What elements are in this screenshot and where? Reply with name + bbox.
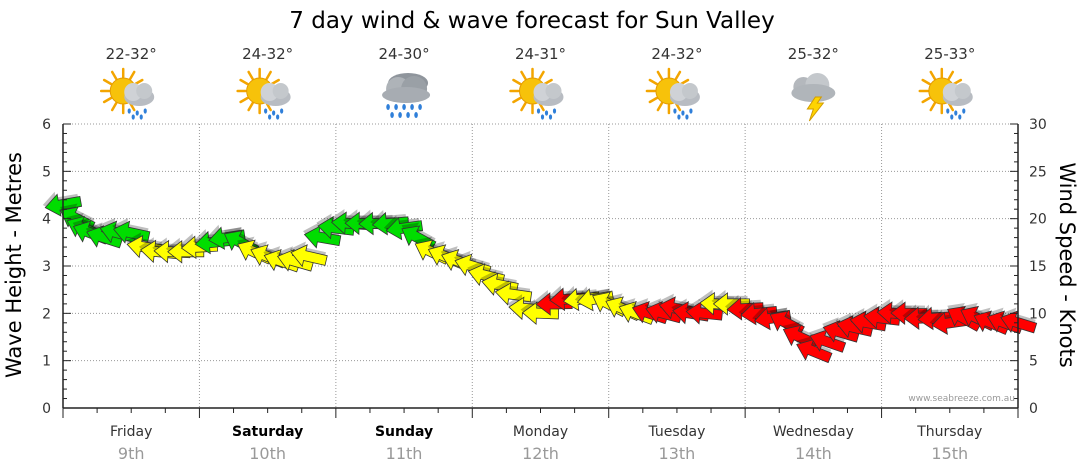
temperature-range-label: 24-32° xyxy=(242,45,293,63)
wind-arrow xyxy=(738,300,778,326)
day-name-label: Thursday xyxy=(916,424,982,440)
wind-arrow xyxy=(915,304,955,331)
temperature-range-label: 25-32° xyxy=(788,45,839,63)
y-axis-left-label: Wave Height - Metres xyxy=(2,152,26,378)
y-axis-right-label: Wind Speed - Knots xyxy=(1055,162,1079,367)
wind-arrow xyxy=(303,222,342,249)
y-right-tick-label: 25 xyxy=(1029,164,1047,180)
temperature-range-label: 25-33° xyxy=(924,45,975,63)
temperature-range-label: 24-31° xyxy=(515,45,566,63)
day-name-label: Tuesday xyxy=(647,424,705,440)
sun-cloud-showers-icon xyxy=(99,67,155,120)
wind-arrow xyxy=(289,241,328,268)
day-date-label: 14th xyxy=(795,444,832,463)
day-name-label: Monday xyxy=(513,424,568,440)
rain-cloud-icon xyxy=(382,73,431,118)
y-right-tick-label: 15 xyxy=(1029,259,1047,275)
y-left-tick-label: 3 xyxy=(42,259,51,275)
day-date-label: 15th xyxy=(931,444,968,463)
y-left-tick-label: 1 xyxy=(42,354,51,370)
y-right-tick-label: 20 xyxy=(1029,212,1047,228)
sun-cloud-showers-icon xyxy=(918,67,973,120)
day-date-label: 11th xyxy=(386,444,423,463)
temperature-range-label: 22-32° xyxy=(106,45,157,63)
day-name-label: Friday xyxy=(110,424,152,440)
y-right-tick-label: 30 xyxy=(1029,117,1047,133)
chart-title: 7 day wind & wave forecast for Sun Valle… xyxy=(289,8,774,34)
y-left-tick-label: 4 xyxy=(42,212,51,228)
y-right-tick-label: 5 xyxy=(1029,354,1038,370)
y-right-tick-label: 0 xyxy=(1029,401,1038,417)
day-name-label: Wednesday xyxy=(773,424,854,440)
y-right-tick-label: 10 xyxy=(1029,306,1047,322)
day-date-label: 12th xyxy=(522,444,559,463)
y-left-tick-label: 5 xyxy=(42,164,51,180)
storm-cloud-icon xyxy=(791,73,836,122)
wind-arrow xyxy=(809,326,847,353)
wind-arrow xyxy=(684,298,724,325)
day-date-label: 10th xyxy=(249,444,286,463)
day-date-label: 9th xyxy=(118,444,145,463)
y-left-tick-label: 2 xyxy=(42,306,51,322)
wind-arrow xyxy=(795,335,833,364)
sun-cloud-showers-icon xyxy=(645,67,700,120)
day-name-label: Sunday xyxy=(375,424,433,440)
sun-cloud-showers-icon xyxy=(509,67,564,120)
sun-cloud-showers-icon xyxy=(236,67,291,120)
day-name-label: Saturday xyxy=(232,424,303,440)
y-left-tick-label: 6 xyxy=(42,117,51,133)
credit-label: www.seabreeze.com.au xyxy=(908,394,1015,404)
temperature-range-label: 24-30° xyxy=(379,45,430,63)
y-left-tick-label: 0 xyxy=(42,401,51,417)
temperature-range-label: 24-32° xyxy=(651,45,702,63)
day-date-label: 13th xyxy=(659,444,696,463)
